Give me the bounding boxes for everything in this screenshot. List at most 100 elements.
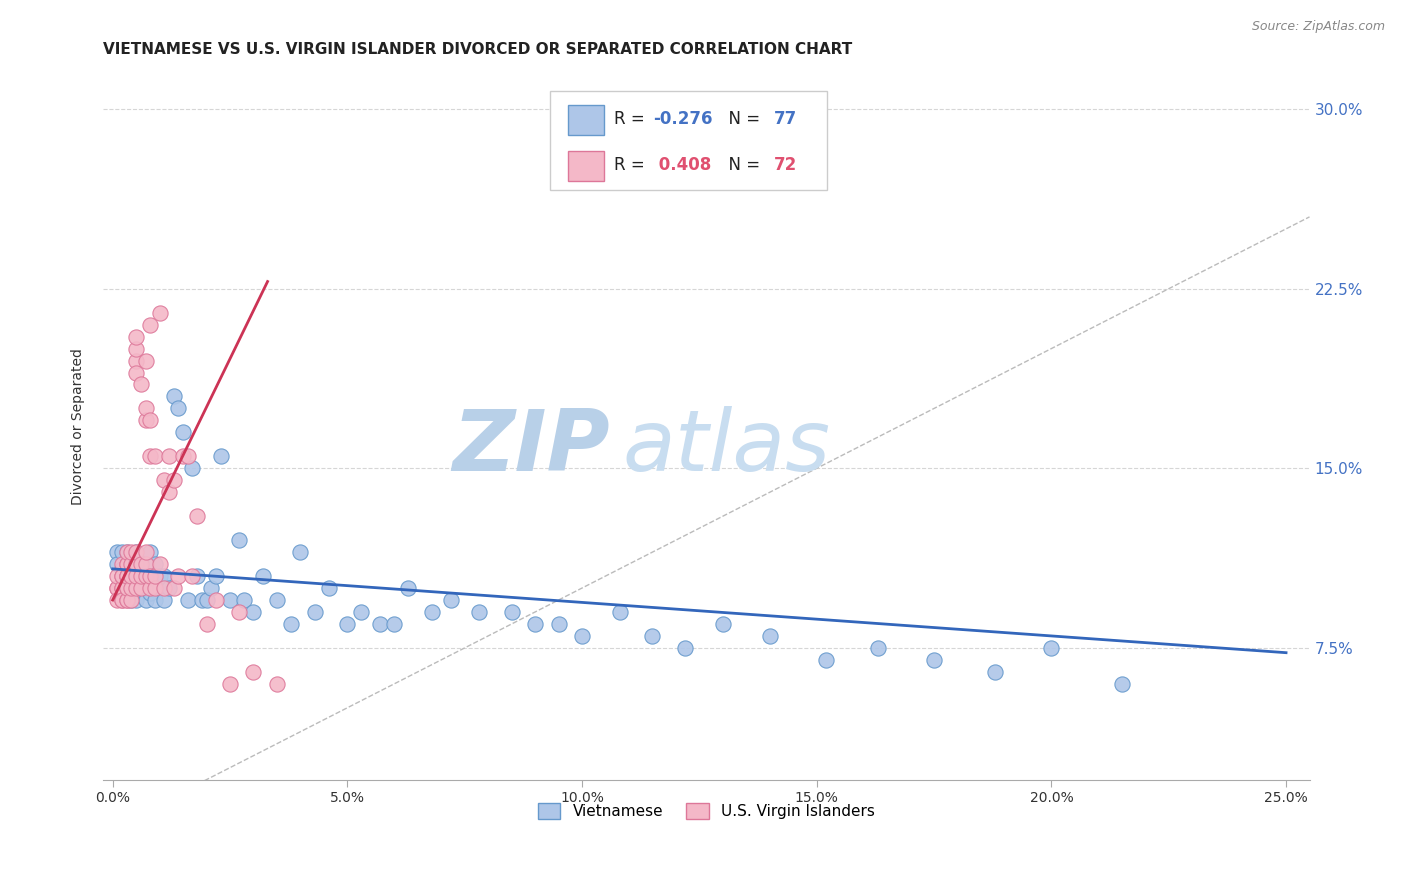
Point (120, 545, 142, 559)
Point (120, 593, 142, 607)
Point (105, 557, 128, 571)
Point (177, 593, 200, 607)
Point (115, 569, 138, 583)
Point (382, 617, 405, 632)
Point (129, 569, 152, 583)
Point (673, 640, 696, 655)
Point (609, 605, 631, 619)
Point (280, 617, 302, 632)
Point (135, 401, 157, 416)
Text: 77: 77 (773, 110, 797, 128)
Point (125, 545, 148, 559)
Point (186, 509, 208, 524)
Point (139, 581, 162, 595)
FancyBboxPatch shape (568, 105, 605, 135)
Point (125, 569, 148, 583)
Point (228, 533, 250, 548)
Text: N =: N = (718, 156, 766, 174)
Legend: Vietnamese, U.S. Virgin Islanders: Vietnamese, U.S. Virgin Islanders (531, 797, 882, 825)
Text: ZIP: ZIP (453, 406, 610, 489)
Point (129, 377, 152, 392)
Point (115, 557, 138, 571)
Point (135, 353, 157, 368)
Point (167, 401, 190, 416)
Point (186, 569, 208, 583)
Point (571, 629, 593, 643)
Text: 72: 72 (773, 156, 797, 174)
Point (200, 581, 222, 595)
Point (984, 665, 1007, 679)
Point (115, 569, 138, 583)
FancyBboxPatch shape (550, 91, 827, 190)
Point (139, 450, 162, 464)
Point (135, 569, 157, 583)
Point (129, 581, 152, 595)
Point (153, 593, 176, 607)
Point (129, 562, 152, 576)
Point (149, 557, 172, 571)
Point (181, 461, 204, 475)
Text: Source: ZipAtlas.com: Source: ZipAtlas.com (1251, 20, 1385, 33)
Point (157, 485, 180, 500)
Point (125, 342, 148, 356)
Point (125, 329, 148, 343)
Point (191, 593, 214, 607)
Point (111, 593, 134, 607)
Point (115, 569, 138, 583)
Text: VIETNAMESE VS U.S. VIRGIN ISLANDER DIVORCED OR SEPARATED CORRELATION CHART: VIETNAMESE VS U.S. VIRGIN ISLANDER DIVOR… (103, 42, 852, 57)
Point (111, 545, 134, 559)
Point (167, 569, 190, 583)
Point (1040, 640, 1063, 655)
Point (115, 581, 138, 595)
Point (120, 581, 142, 595)
FancyBboxPatch shape (568, 151, 605, 180)
Point (135, 557, 157, 571)
Point (1111, 677, 1133, 691)
Point (115, 545, 138, 559)
Point (120, 569, 142, 583)
Point (111, 581, 134, 595)
Point (439, 593, 461, 607)
Point (135, 581, 157, 595)
Point (120, 569, 142, 583)
Point (350, 605, 373, 619)
Point (105, 581, 128, 595)
Point (135, 545, 157, 559)
Point (396, 581, 419, 595)
Point (120, 557, 142, 571)
Point (139, 569, 162, 583)
Point (149, 306, 172, 320)
Point (125, 557, 148, 571)
Point (290, 545, 312, 559)
Point (228, 605, 250, 619)
Point (336, 617, 359, 632)
Point (501, 605, 523, 619)
Point (149, 569, 172, 583)
Point (115, 557, 138, 571)
Point (547, 617, 569, 632)
Point (205, 569, 228, 583)
Point (115, 557, 138, 571)
Point (758, 629, 780, 643)
Point (711, 617, 734, 632)
Point (181, 569, 204, 583)
Point (153, 581, 176, 595)
Point (468, 605, 491, 619)
Point (242, 605, 264, 619)
Point (120, 593, 142, 607)
Point (105, 581, 128, 595)
Text: R =: R = (613, 110, 650, 128)
Point (105, 545, 128, 559)
Point (120, 569, 142, 583)
Point (266, 593, 288, 607)
Text: -0.276: -0.276 (654, 110, 713, 128)
Point (172, 450, 194, 464)
Point (120, 581, 142, 595)
Point (115, 581, 138, 595)
Point (111, 569, 134, 583)
Point (111, 562, 134, 576)
Point (219, 593, 242, 607)
Point (172, 425, 194, 440)
Point (209, 450, 232, 464)
Point (163, 581, 186, 595)
